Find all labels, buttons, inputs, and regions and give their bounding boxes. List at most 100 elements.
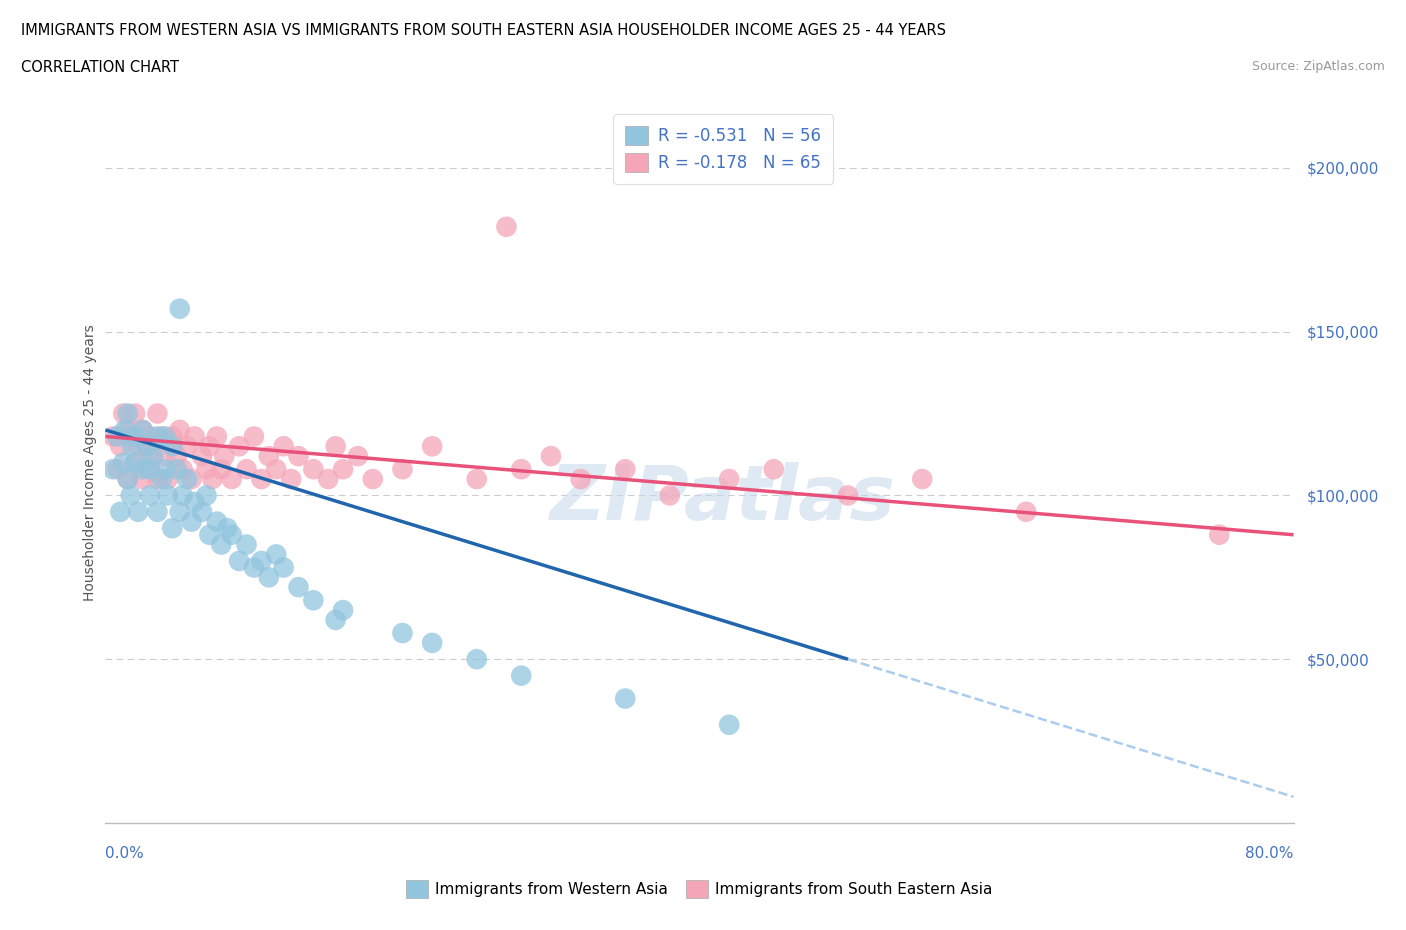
Point: [465, 472, 488, 486]
Point: [180, 472, 202, 486]
Point: [142, 448, 165, 463]
Point: [391, 462, 413, 477]
Point: [131, 422, 153, 437]
Point: [243, 560, 266, 575]
Point: [347, 448, 370, 463]
Point: [142, 448, 165, 463]
Point: [1015, 504, 1038, 519]
Point: [131, 422, 153, 437]
Point: [110, 504, 132, 519]
Point: [361, 472, 384, 486]
Point: [112, 456, 135, 471]
Point: [214, 448, 236, 463]
Point: [139, 488, 162, 503]
Point: [183, 495, 205, 510]
Y-axis label: Householder Income Ages 25 - 44 years: Householder Income Ages 25 - 44 years: [83, 325, 97, 601]
Point: [124, 456, 146, 471]
Point: [156, 472, 179, 486]
Point: [280, 472, 302, 486]
Point: [228, 553, 250, 568]
Point: [510, 462, 533, 477]
Point: [139, 429, 162, 444]
Point: [391, 626, 413, 641]
Point: [287, 579, 309, 594]
Point: [110, 439, 132, 454]
Point: [146, 429, 169, 444]
Point: [465, 652, 488, 667]
Point: [235, 538, 257, 552]
Point: [302, 462, 325, 477]
Point: [120, 488, 142, 503]
Point: [150, 472, 173, 486]
Text: ZIPatlas: ZIPatlas: [550, 461, 896, 536]
Point: [117, 472, 139, 486]
Point: [124, 406, 146, 421]
Point: [1208, 527, 1230, 542]
Point: [205, 429, 228, 444]
Point: [153, 448, 176, 463]
Point: [156, 488, 179, 503]
Point: [195, 462, 218, 477]
Point: [105, 429, 128, 444]
Point: [287, 448, 309, 463]
Point: [332, 603, 354, 618]
Point: [420, 439, 443, 454]
Point: [146, 406, 169, 421]
Point: [117, 406, 139, 421]
Point: [131, 472, 153, 486]
Point: [172, 462, 194, 477]
Point: [325, 613, 347, 628]
Point: [153, 429, 176, 444]
Point: [162, 439, 184, 454]
Point: [124, 429, 146, 444]
Point: [146, 472, 169, 486]
Point: [162, 521, 184, 536]
Point: [191, 504, 214, 519]
Point: [121, 429, 143, 444]
Point: [176, 472, 198, 486]
Point: [614, 691, 637, 706]
Point: [243, 429, 266, 444]
Point: [166, 448, 188, 463]
Point: [228, 439, 250, 454]
Point: [201, 472, 224, 486]
Point: [221, 527, 243, 542]
Point: [658, 488, 681, 503]
Point: [250, 472, 273, 486]
Text: CORRELATION CHART: CORRELATION CHART: [21, 60, 179, 75]
Text: 80.0%: 80.0%: [1246, 846, 1294, 861]
Text: Source: ZipAtlas.com: Source: ZipAtlas.com: [1251, 60, 1385, 73]
Point: [221, 472, 243, 486]
Point: [112, 406, 135, 421]
Point: [316, 472, 339, 486]
Point: [117, 422, 139, 437]
Point: [114, 422, 136, 437]
Point: [169, 301, 191, 316]
Point: [718, 717, 741, 732]
Point: [235, 462, 257, 477]
Point: [180, 514, 202, 529]
Point: [131, 462, 153, 477]
Point: [198, 439, 221, 454]
Point: [273, 439, 295, 454]
Point: [124, 456, 146, 471]
Point: [569, 472, 592, 486]
Point: [495, 219, 517, 234]
Point: [136, 439, 159, 454]
Point: [139, 462, 162, 477]
Point: [150, 429, 173, 444]
Point: [183, 429, 205, 444]
Point: [191, 448, 214, 463]
Text: IMMIGRANTS FROM WESTERN ASIA VS IMMIGRANTS FROM SOUTH EASTERN ASIA HOUSEHOLDER I: IMMIGRANTS FROM WESTERN ASIA VS IMMIGRAN…: [21, 23, 946, 38]
Point: [250, 553, 273, 568]
Point: [273, 560, 295, 575]
Point: [257, 448, 280, 463]
Point: [136, 439, 159, 454]
Point: [325, 439, 347, 454]
Point: [117, 472, 139, 486]
Point: [169, 504, 191, 519]
Point: [837, 488, 859, 503]
Point: [166, 462, 188, 477]
Point: [127, 439, 149, 454]
Point: [510, 668, 533, 683]
